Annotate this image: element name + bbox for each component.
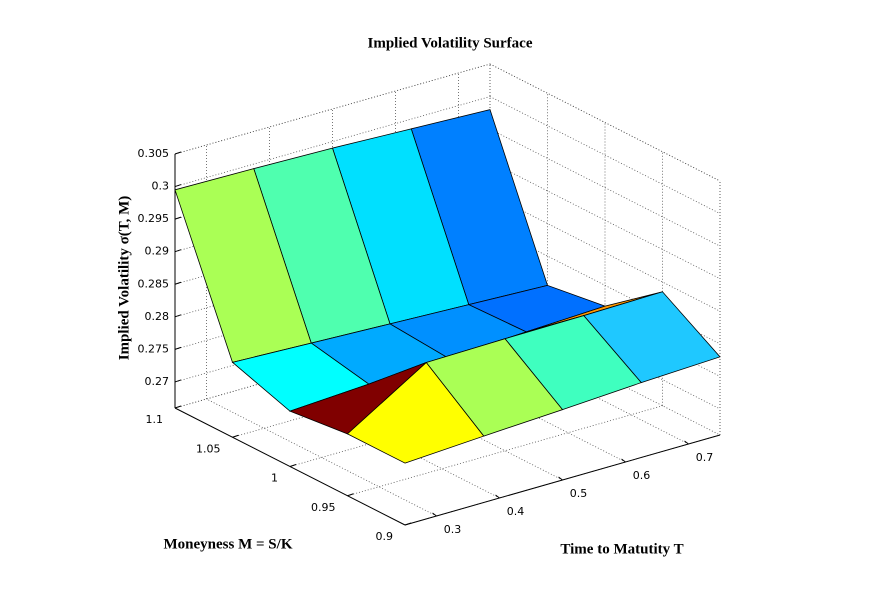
z-tick-label: 0.28: [145, 310, 170, 323]
z-tick-label: 0.305: [138, 147, 170, 160]
z-tick: [174, 281, 182, 285]
grid-line: [489, 63, 721, 182]
y-tick: [174, 405, 182, 409]
x-axis-label: Time to Matutity T: [560, 541, 683, 557]
x-tick: [684, 440, 689, 445]
x-tick: [495, 494, 500, 499]
z-tick-label: 0.285: [138, 277, 170, 290]
z-tick: [174, 249, 182, 253]
grid-line: [489, 96, 721, 214]
y-tick: [232, 434, 239, 438]
x-tick: [621, 458, 626, 463]
z-tick-label: 0.275: [138, 342, 170, 355]
grid-line: [489, 128, 721, 247]
grid-line: [489, 193, 721, 312]
z-axis-label: Implied Volatility σ(T, M): [116, 196, 132, 361]
grid-line: [206, 398, 437, 517]
y-tick-label: 1.1: [146, 413, 164, 426]
z-tick: [174, 379, 182, 383]
y-tick-label: 0.95: [311, 501, 336, 514]
y-tick: [404, 522, 412, 526]
z-tick-label: 0.3: [152, 180, 170, 193]
z-tick: [174, 346, 182, 350]
x-tick: [432, 512, 437, 517]
x-tick-label: 0.3: [444, 523, 462, 536]
y-tick-label: 1.05: [196, 442, 221, 455]
grid-line: [489, 226, 721, 345]
x-tick-label: 0.7: [696, 451, 714, 464]
y-axis-label: Moneyness M = S/K: [164, 536, 293, 552]
grid-line: [489, 161, 721, 280]
y-tick-label: 1: [271, 472, 278, 485]
z-tick: [174, 184, 182, 188]
z-tick: [174, 151, 182, 155]
z-tick-label: 0.29: [145, 245, 170, 258]
z-tick: [174, 216, 182, 220]
y-tick: [347, 493, 354, 497]
x-tick: [558, 476, 563, 481]
grid-line: [347, 405, 663, 497]
y-tick: [289, 464, 297, 467]
z-tick-label: 0.27: [145, 375, 170, 388]
z-tick-label: 0.295: [138, 212, 170, 225]
y-tick-label: 0.9: [376, 530, 394, 543]
x-tick-label: 0.4: [507, 505, 525, 518]
x-tick-label: 0.5: [570, 487, 588, 500]
z-tick: [174, 314, 182, 318]
grid-line: [174, 96, 491, 187]
chart-title: Implied Volatility Surface: [367, 35, 532, 51]
surface-patch: [346, 361, 485, 464]
grid-line: [174, 63, 491, 155]
x-tick-label: 0.6: [633, 469, 651, 482]
